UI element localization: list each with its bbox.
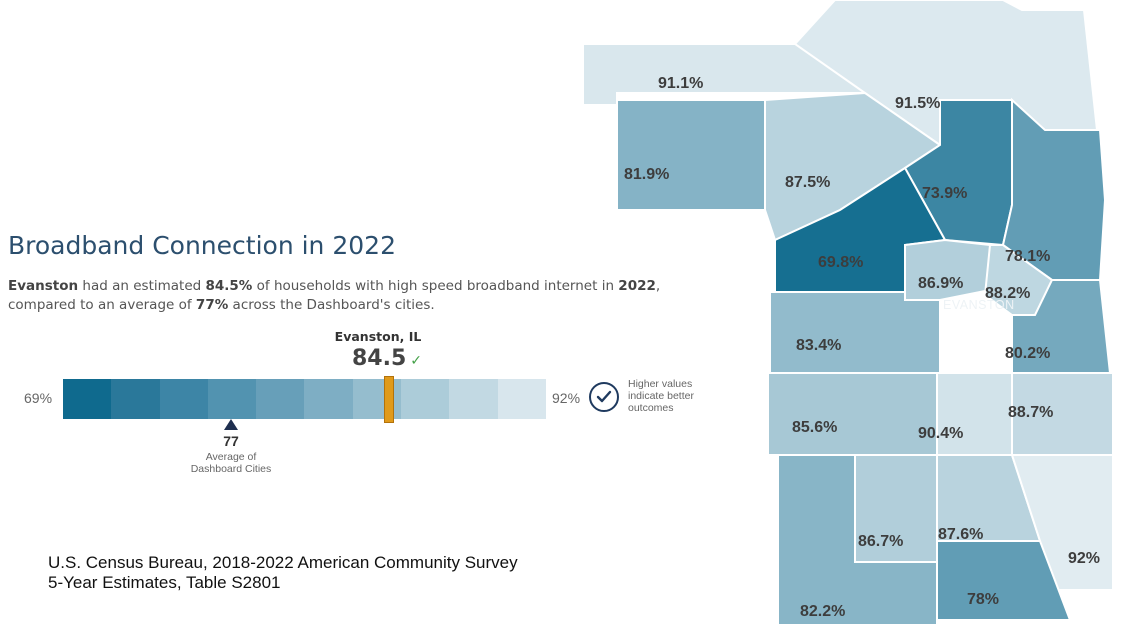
census-tract <box>767 372 938 456</box>
tract-value-label: 87.6% <box>938 526 983 543</box>
check-circle-icon <box>589 382 619 412</box>
average-triangle-icon <box>224 419 238 430</box>
tract-value-label: 91.5% <box>895 95 940 112</box>
scale-bar <box>63 379 546 419</box>
tract-value-label: 83.4% <box>796 337 841 354</box>
desc-text-1: had an estimated <box>78 278 206 294</box>
tract-value-label: 86.7% <box>858 533 903 550</box>
desc-text-5: across the Dashboard's cities. <box>228 297 435 313</box>
scale-max-label: 92% <box>552 390 581 406</box>
marker-value-text: 84.5 <box>352 346 407 371</box>
tract-value-label: 82.2% <box>800 603 845 620</box>
tract-value-label: 92% <box>1068 550 1100 567</box>
marker-city-label: Evanston, IL <box>334 329 422 344</box>
desc-average: 77% <box>195 297 229 313</box>
desc-text-4: compared to an average of <box>8 297 196 313</box>
scale-segment <box>159 379 208 419</box>
scale-segment <box>497 379 546 419</box>
average-label: Average of Dashboard Cities <box>190 451 272 475</box>
census-tract <box>1010 454 1114 591</box>
marker-value: 84.5 ✓ <box>352 346 422 371</box>
census-tract <box>936 540 1072 621</box>
scale-segment <box>304 379 353 419</box>
tract-value-label: 86.9% <box>918 275 963 292</box>
source-line-1: U.S. Census Bureau, 2018-2022 American C… <box>48 553 518 572</box>
tract-value-label: 88.2% <box>985 285 1030 302</box>
city-value-marker <box>383 376 394 423</box>
scale-segment <box>207 379 257 419</box>
scale-segment <box>449 379 498 419</box>
indicator-panel: Broadband Connection in 2022 Evanston ha… <box>8 231 694 593</box>
checkmark-icon: ✓ <box>410 353 423 369</box>
higher-better-note: Higher values indicate better outcomes <box>628 378 694 414</box>
tract-value-label: 85.6% <box>792 419 837 436</box>
source-line-2: 5-Year Estimates, Table S2801 <box>48 573 281 592</box>
desc-text-2: of households with high speed broadband … <box>252 278 619 294</box>
desc-city: Evanston <box>8 278 79 294</box>
desc-year: 2022 <box>618 278 656 294</box>
panel-title: Broadband Connection in 2022 <box>8 231 396 260</box>
desc-value: 84.5% <box>205 278 253 294</box>
census-tract <box>936 372 1013 456</box>
tract-value-label: 78.1% <box>1005 248 1050 265</box>
average-value: 77 <box>223 433 239 449</box>
scale-segment <box>111 379 160 419</box>
tract-value-label: 78% <box>967 591 999 608</box>
census-tract <box>769 291 941 374</box>
tract-value-label: 88.7% <box>1008 404 1053 421</box>
tract-value-label: 69.8% <box>818 254 863 271</box>
tract-value-label: 87.5% <box>785 174 830 191</box>
scale-segment <box>352 379 402 419</box>
source-citation: U.S. Census Bureau, 2018-2022 American C… <box>48 553 518 593</box>
scale-segment <box>256 379 305 419</box>
tract-value-label: 81.9% <box>624 166 669 183</box>
map-city-label: EVANSTON <box>943 298 1015 312</box>
panel-description: Evanston had an estimated 84.5% of house… <box>8 277 660 315</box>
desc-text-3: , <box>655 278 661 294</box>
tract-value-label: 80.2% <box>1005 345 1050 362</box>
scale-min-label: 69% <box>24 390 53 406</box>
tract-value-label: 90.4% <box>918 425 963 442</box>
tract-value-label: 91.1% <box>658 75 703 92</box>
scale-segment <box>401 379 450 419</box>
scale-segment <box>63 379 112 419</box>
tract-value-label: 73.9% <box>922 185 967 202</box>
